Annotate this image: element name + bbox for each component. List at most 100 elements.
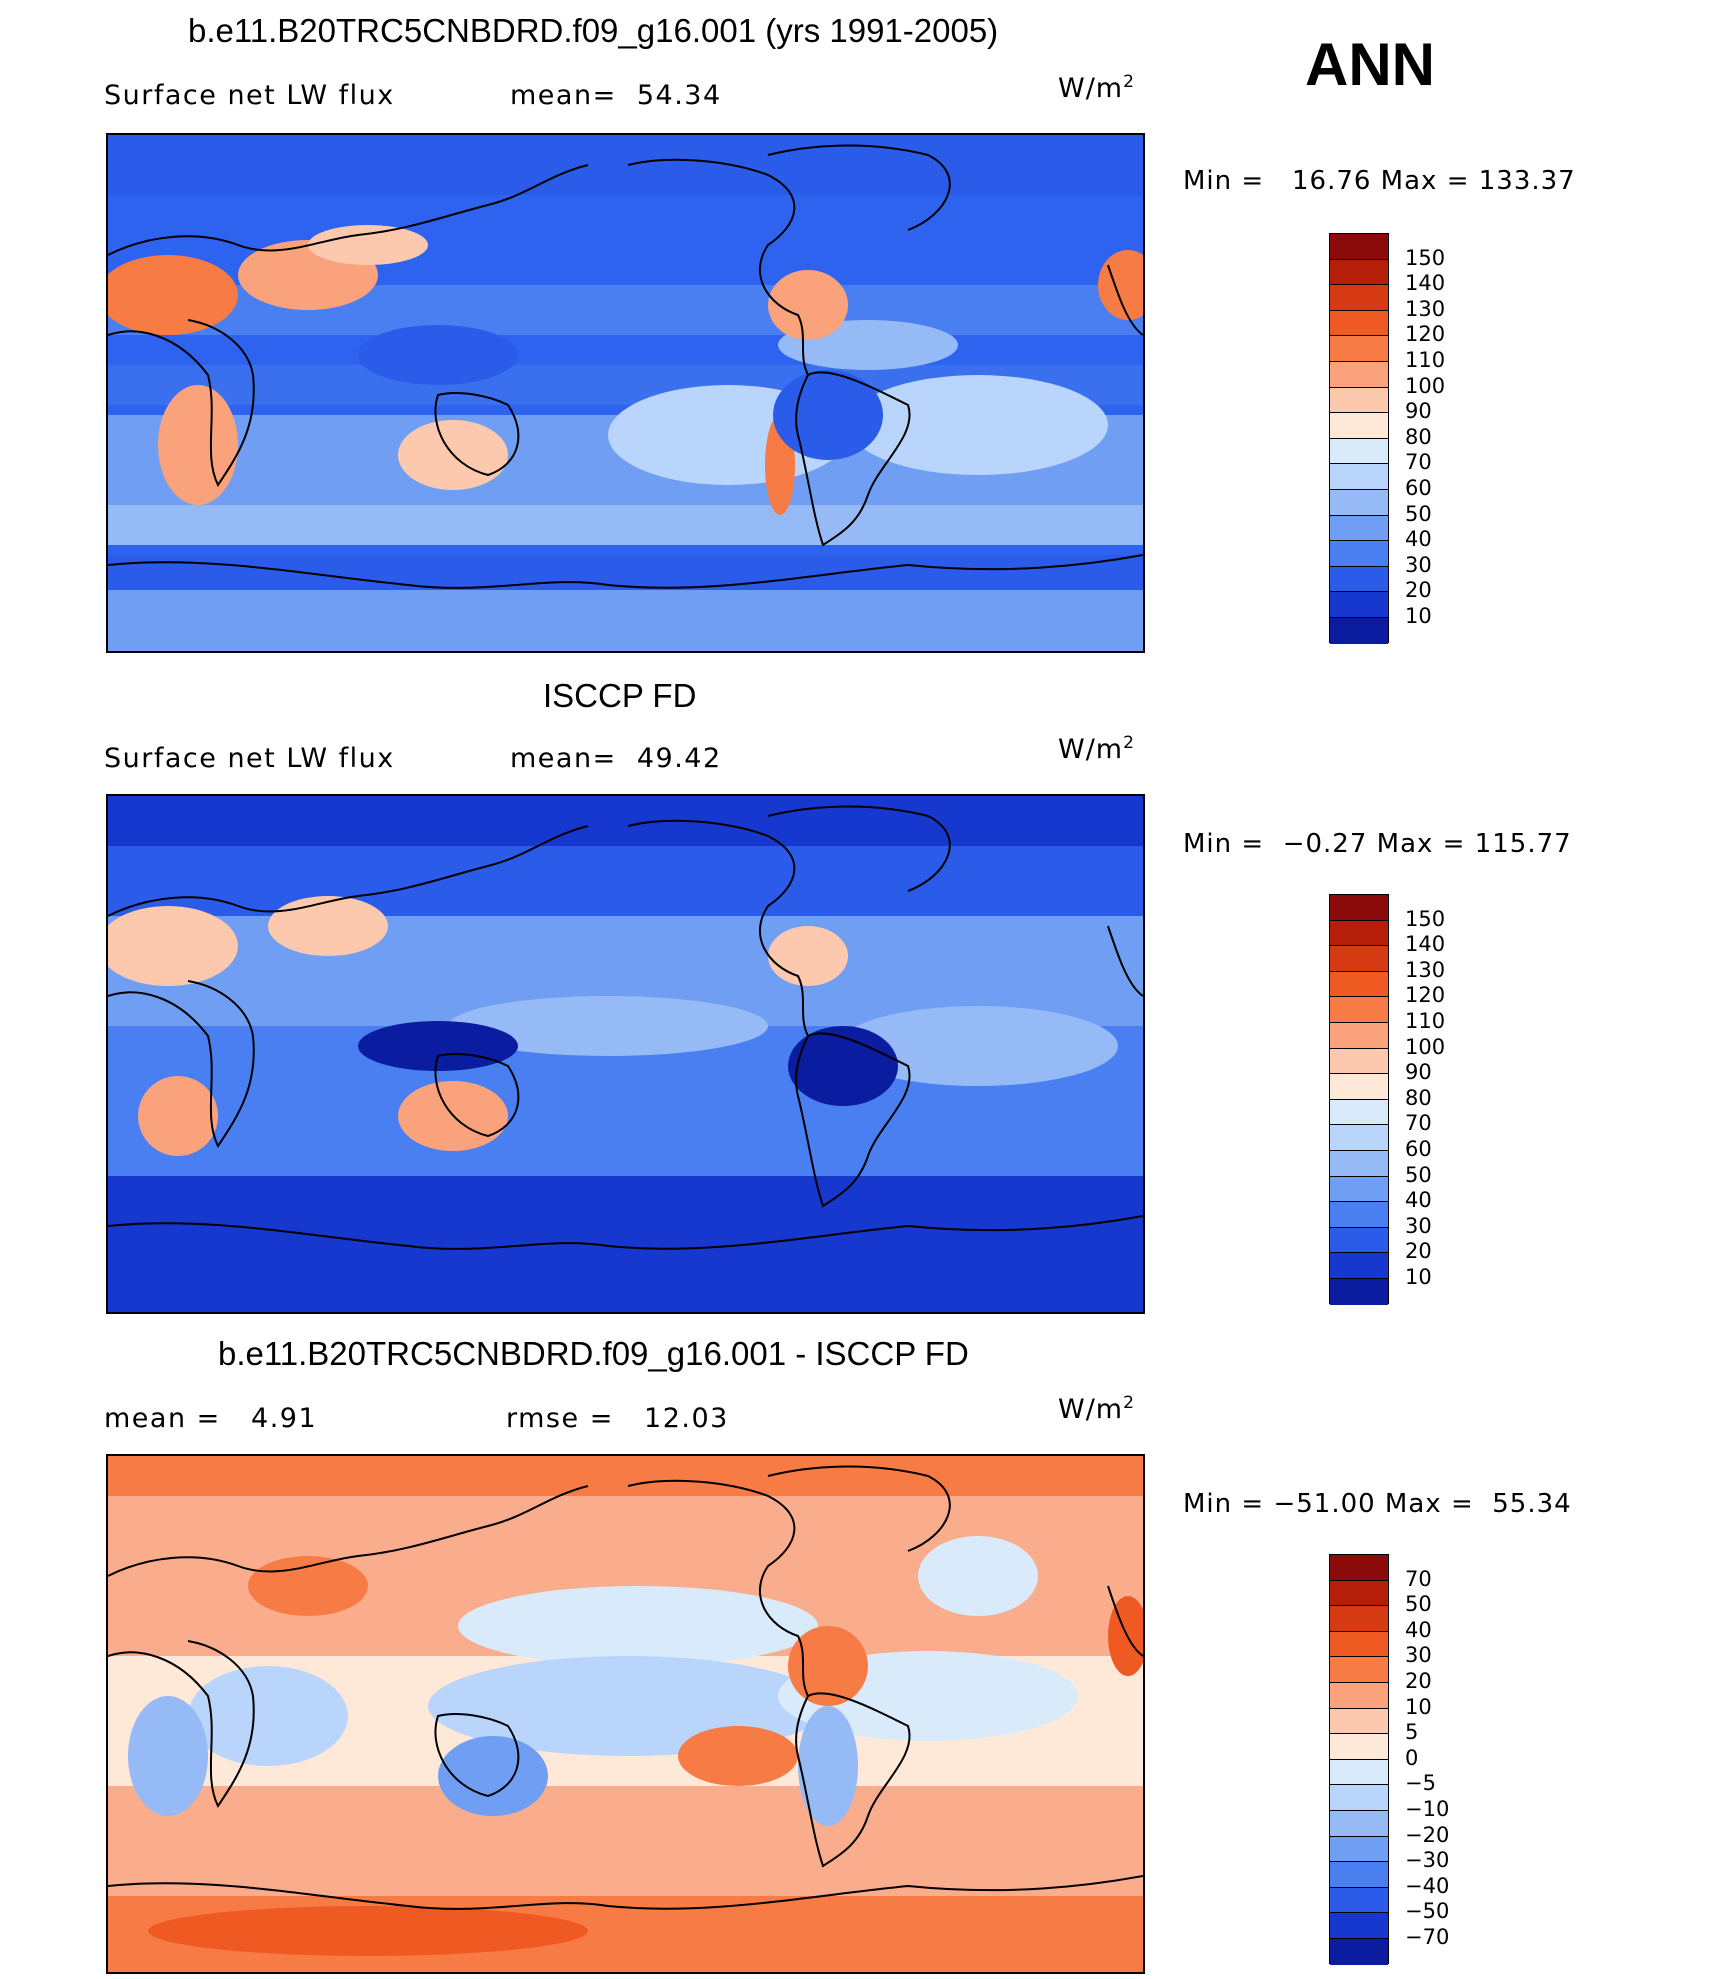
colorbar-swatch [1330,1580,1388,1607]
colorbar-label: 140 [1405,932,1446,957]
colorbar-swatch [1330,1099,1388,1126]
colorbar-label: −5 [1405,1771,1436,1796]
panel-1-variable-label: Surface net LW flux [104,80,395,111]
colorbar-swatch [1330,1022,1388,1049]
panel-2-title: ISCCP FD [543,677,697,714]
colorbar-label: 10 [1405,604,1432,628]
colorbar-swatch [1330,1150,1388,1177]
colorbar-label: 40 [1405,527,1432,552]
colorbar-swatch [1330,997,1388,1023]
colorbar-swatch [1330,920,1388,947]
colorbar-label: 90 [1405,399,1432,424]
colorbar-swatch [1330,1836,1388,1863]
colorbar-swatch [1330,1938,1388,1965]
colorbar-swatch [1330,1785,1388,1811]
panel-1-min-max: Min = 16.76 Max = 133.37 [1183,166,1576,196]
panel-1-colorbar [1329,233,1389,644]
colorbar-swatch [1330,464,1388,490]
colorbar-label: 130 [1405,957,1446,982]
panel-2-mean: mean= 49.42 [510,743,722,774]
panel-3-title: b.e11.B20TRC5CNBDRD.f09_g16.001 - ISCCP … [218,1335,969,1372]
panel-2-colorbar [1329,894,1389,1305]
colorbar-label: 70 [1405,1566,1432,1591]
panel-1-mean: mean= 54.34 [510,80,722,111]
panel-2-variable-label: Surface net LW flux [104,743,395,774]
panel-1-title: b.e11.B20TRC5CNBDRD.f09_g16.001 (yrs 199… [188,12,999,49]
colorbar-label: −50 [1405,1899,1450,1924]
colorbar-label: 100 [1405,1034,1446,1059]
colorbar-swatch [1330,1555,1388,1581]
panel-3-rmse: rmse = 12.03 [506,1403,729,1434]
colorbar-swatch [1330,310,1388,337]
colorbar-swatch [1330,234,1388,260]
colorbar-swatch [1330,1278,1388,1305]
colorbar-swatch [1330,1125,1388,1151]
colorbar-label: 150 [1405,906,1446,931]
colorbar-label: 40 [1405,1617,1432,1642]
colorbar-swatch [1330,1887,1388,1914]
colorbar-swatch [1330,1682,1388,1709]
colorbar-label: 30 [1405,1213,1432,1238]
colorbar-swatch [1330,413,1388,439]
colorbar-label: −10 [1405,1797,1450,1821]
colorbar-swatch [1330,1253,1388,1279]
colorbar-swatch [1330,285,1388,311]
colorbar-label: 140 [1405,271,1446,296]
colorbar-label: 50 [1405,1592,1432,1617]
colorbar-label: 40 [1405,1188,1432,1213]
colorbar-swatch [1330,1759,1388,1786]
panel-3-mean: mean = 4.91 [104,1403,318,1434]
colorbar-label: −40 [1405,1873,1450,1898]
colorbar-label: 110 [1405,348,1446,372]
colorbar-swatch [1330,1048,1388,1075]
colorbar-swatch [1330,895,1388,921]
colorbar-label: 70 [1405,1111,1432,1136]
season-label: ANN [1305,31,1435,98]
colorbar-swatch [1330,387,1388,414]
colorbar-swatch [1330,1227,1388,1254]
panel-1-map [106,133,1145,653]
panel-2-min-max: Min = −0.27 Max = 115.77 [1183,829,1572,859]
colorbar-label: −70 [1405,1925,1450,1949]
colorbar-label: 30 [1405,1643,1432,1668]
colorbar-swatch [1330,1657,1388,1683]
colorbar-swatch [1330,361,1388,388]
colorbar-swatch [1330,1708,1388,1735]
colorbar-swatch [1330,1631,1388,1658]
colorbar-label: 20 [1405,1669,1432,1693]
panel-3-units: W/m2 [1058,1393,1135,1425]
colorbar-label: 10 [1405,1265,1432,1289]
colorbar-swatch [1330,515,1388,542]
panel-2-units: W/m2 [1058,733,1135,765]
colorbar-swatch [1330,1202,1388,1228]
colorbar-swatch [1330,566,1388,593]
colorbar-swatch [1330,259,1388,286]
colorbar-label: 100 [1405,373,1446,398]
colorbar-label: 10 [1405,1694,1432,1719]
colorbar-label: 110 [1405,1009,1446,1033]
colorbar-label: 30 [1405,552,1432,577]
colorbar-label: 20 [1405,578,1432,603]
colorbar-label: 5 [1405,1720,1419,1745]
colorbar-label: 120 [1405,983,1446,1008]
colorbar-swatch [1330,1074,1388,1100]
panel-2-map [106,794,1145,1314]
colorbar-swatch [1330,1734,1388,1760]
colorbar-label: 60 [1405,1137,1432,1161]
colorbar-swatch [1330,617,1388,644]
panel-3-map [106,1454,1145,1974]
panel-3-min-max: Min = −51.00 Max = 55.34 [1183,1489,1572,1519]
colorbar-swatch [1330,541,1388,567]
colorbar-swatch [1330,971,1388,998]
colorbar-label: 120 [1405,322,1446,347]
colorbar-swatch [1330,489,1388,516]
colorbar-swatch [1330,592,1388,618]
panel-1-units: W/m2 [1058,72,1135,104]
colorbar-label: 80 [1405,424,1432,449]
colorbar-swatch [1330,1862,1388,1888]
colorbar-label: 80 [1405,1085,1432,1110]
colorbar-swatch [1330,336,1388,362]
colorbar-swatch [1330,1913,1388,1939]
colorbar-label: 0 [1405,1745,1419,1770]
colorbar-swatch [1330,438,1388,465]
